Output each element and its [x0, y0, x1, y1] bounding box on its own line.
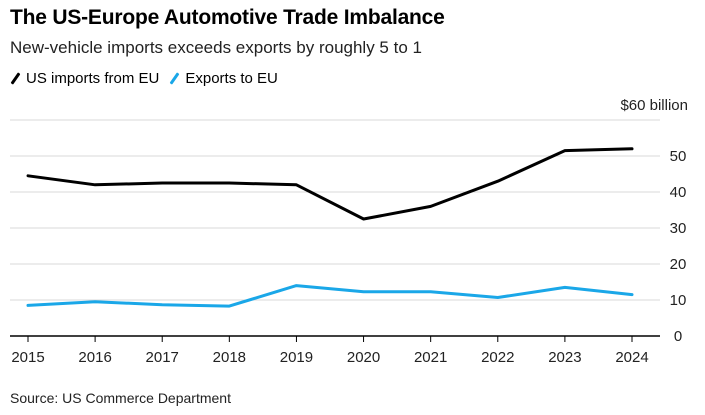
y-tick-label-50: 50: [670, 148, 687, 165]
x-tick-label-2015: 2015: [11, 349, 44, 366]
legend-item-imports: US imports from EU: [10, 70, 159, 87]
y-tick-label-40: 40: [670, 184, 687, 201]
x-tick-label-2017: 2017: [146, 349, 179, 366]
source-note: Source: US Commerce Department: [10, 390, 231, 406]
x-tick-label-2020: 2020: [347, 349, 380, 366]
y-tick-label-60: $60 billion: [620, 97, 688, 114]
y-tick-label-0: 0: [674, 328, 682, 345]
chart-subtitle: New-vehicle imports exceeds exports by r…: [10, 38, 422, 57]
y-tick-label-10: 10: [670, 292, 687, 309]
y-tick-label-20: 20: [670, 256, 687, 273]
chart-title: The US-Europe Automotive Trade Imbalance: [10, 6, 445, 29]
exports-line: [26, 284, 634, 308]
legend-label-exports: Exports to EU: [185, 70, 278, 87]
x-tick-label-2018: 2018: [213, 349, 246, 366]
imports-line: [26, 147, 634, 221]
x-tick-label-2024: 2024: [615, 349, 648, 366]
x-tick-label-2016: 2016: [78, 349, 111, 366]
x-tick-label-2023: 2023: [548, 349, 581, 366]
legend-label-imports: US imports from EU: [26, 70, 160, 87]
x-tick-label-2019: 2019: [280, 349, 313, 366]
legend: US imports from EU Exports to EU: [10, 70, 288, 87]
y-tick-label-30: 30: [670, 220, 687, 237]
x-tick-label-2021: 2021: [414, 349, 447, 366]
x-tick-label-2022: 2022: [481, 349, 514, 366]
legend-item-exports: Exports to EU: [169, 70, 278, 87]
